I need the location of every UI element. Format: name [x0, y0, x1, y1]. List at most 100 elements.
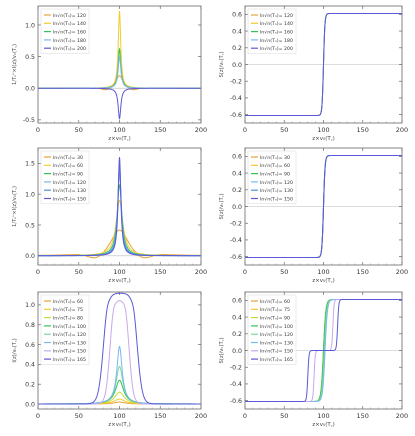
legend-label: ln√n(Tₙ)= 150 [53, 349, 86, 355]
legend-label: ln√n(Tₙ)= 120 [260, 13, 293, 19]
x-axis-label: z×v₀(T꜀) [312, 422, 335, 428]
panel-top-left: 0 50 100 150 200 -0.5 0.0 0.5 1.0 z×v₀(T꜀) 1/Tₙᵘ×I… [12, 5, 207, 142]
legend: ln√n(Tₙ)= 30 ln√n(Tₙ)= 60 ln√n(Tₙ)= 90 ln√n… [247, 150, 297, 205]
legend-label: ln√n(Tₙ)= 100 [260, 324, 293, 330]
legend-box [40, 294, 90, 365]
y-tick-label: 0.0 [232, 62, 242, 69]
legend-label: ln√n(Tₙ)= 30 [260, 155, 290, 161]
legend: ln√n(Tₙ)= 30 ln√n(Tₙ)= 60 ln√n(Tₙ)= 90 ln√n… [40, 150, 90, 205]
y-tick-label: -0.2 [230, 365, 242, 372]
legend-label: ln√n(Tₙ)= 120 [260, 180, 293, 186]
y-tick-label: 0.4 [232, 314, 242, 321]
panel-top-right: 0 50 100 150 200 -0.6 -0.4 -0.2 0.0 0.2 0.4 0.6 z×v₀… [219, 5, 408, 142]
y-axis-label: 1/Tₙᵘ×I(z)/v₀(T꜀) [12, 186, 18, 227]
y-tick-label: 0.0 [232, 204, 242, 211]
panel-middle-right: 0 50 100 150 200 -0.6 -0.4 -0.2 0.0 0.2 0.4 0.6 z×v₀… [219, 147, 408, 284]
x-tick-label: 150 [357, 126, 369, 134]
legend: ln√n(Tₙ)= 60 ln√n(Tₙ)= 75 ln√n(Tₙ)= 90 ln√n… [247, 294, 297, 365]
legend: ln√n(Tₙ)= 120 ln√n(Tₙ)= 140 ln√n(Tₙ)= 160 l… [247, 8, 297, 54]
y-tick-label: 0.6 [232, 154, 242, 161]
legend-label: ln√n(Tₙ)= 150 [260, 349, 293, 355]
legend-label: ln√n(Tₙ)= 90 [260, 316, 290, 322]
x-axis-label: z×v₀(T꜀) [312, 136, 335, 142]
x-axis-label: z×v₀(T꜀) [312, 278, 335, 284]
series-group [245, 299, 402, 402]
series-line [245, 13, 402, 116]
y-tick-label: -0.4 [230, 237, 242, 244]
legend-label: ln√n(Tₙ)= 90 [260, 172, 290, 178]
y-tick-label: 0.6 [25, 342, 35, 349]
y-tick-label: -0.4 [230, 381, 242, 388]
x-tick-label: 50 [280, 412, 288, 420]
legend-label: ln√n(Tₙ)= 160 [260, 30, 293, 36]
x-tick-label: 150 [154, 412, 166, 420]
y-tick-label: -0.6 [230, 112, 242, 119]
y-tick-label: 0.2 [232, 187, 242, 194]
series-line [38, 75, 201, 91]
legend-label: ln√n(Tₙ)= 150 [260, 196, 293, 202]
series-group [245, 155, 402, 258]
x-tick-label: 200 [396, 126, 408, 134]
legend-label: ln√n(Tₙ)= 200 [53, 46, 86, 52]
legend: ln√n(Tₙ)= 120 ln√n(Tₙ)= 140 ln√n(Tₙ)= 160 l… [40, 8, 90, 54]
panel-bottom-right: 0 50 100 150 200 -0.6 -0.4 -0.2 0.0 0.2 0.4 0.6 z×v₀… [219, 291, 408, 428]
legend-label: ln√n(Tₙ)= 140 [53, 21, 86, 27]
y-tick-label: 1.0 [25, 302, 35, 309]
legend: ln√n(Tₙ)= 60 ln√n(Tₙ)= 75 ln√n(Tₙ)= 80 ln√n… [40, 294, 90, 365]
x-tick-label: 200 [195, 412, 207, 420]
legend-label: ln√n(Tₙ)= 140 [260, 21, 293, 27]
x-tick-label: 0 [36, 268, 40, 276]
y-tick-label: -0.6 [230, 254, 242, 261]
x-tick-label: 100 [113, 268, 125, 276]
x-tick-label: 200 [396, 412, 408, 420]
x-tick-label: 200 [195, 268, 207, 276]
legend-box [247, 294, 297, 365]
legend-label: ln√n(Tₙ)= 120 [260, 332, 293, 338]
y-tick-label: -0.2 [230, 221, 242, 228]
x-tick-label: 0 [243, 268, 247, 276]
x-tick-label: 150 [154, 126, 166, 134]
panel-middle-left: 0 50 100 150 200 0.0 0.5 1.0 1.5 z×v₀(T꜀) 1/Tₙᵘ×I(… [12, 147, 207, 284]
series-group [38, 157, 201, 259]
series-line [38, 87, 201, 120]
y-tick-label: 0.8 [25, 322, 35, 329]
legend-box [247, 150, 297, 205]
y-tick-label: 0.4 [25, 362, 35, 369]
series-line [38, 292, 201, 405]
legend-label: ln√n(Tₙ)= 150 [53, 196, 86, 202]
legend-label: ln√n(Tₙ)= 60 [260, 163, 290, 169]
legend-label: ln√n(Tₙ)= 120 [53, 13, 86, 19]
series-line [38, 55, 201, 89]
series-line [38, 47, 201, 89]
x-tick-label: 50 [75, 126, 83, 134]
x-tick-label: 200 [396, 268, 408, 276]
y-tick-label: 0.6 [232, 298, 242, 305]
y-tick-label: 0.6 [232, 12, 242, 19]
x-tick-label: 100 [113, 412, 125, 420]
legend-label: ln√n(Tₙ)= 120 [53, 332, 86, 338]
x-axis-label: z×v₀(T꜀) [108, 422, 131, 428]
legend-label: ln√n(Tₙ)= 130 [260, 340, 293, 346]
legend-label: ln√n(Tₙ)= 90 [53, 172, 83, 178]
y-tick-label: 0.2 [25, 382, 35, 389]
x-tick-label: 0 [36, 126, 40, 134]
legend-label: ln√n(Tₙ)= 165 [260, 357, 293, 363]
x-axis-label: z×v₀(T꜀) [108, 278, 131, 284]
x-tick-label: 100 [317, 126, 329, 134]
series-line [38, 157, 201, 257]
x-tick-label: 150 [357, 412, 369, 420]
series-line [245, 299, 402, 402]
x-tick-label: 150 [357, 268, 369, 276]
x-tick-label: 150 [154, 268, 166, 276]
y-tick-label: 0.0 [232, 348, 242, 355]
y-tick-label: 0.0 [25, 253, 35, 260]
panel-bottom-left: 0 50 100 150 200 0.0 0.2 0.4 0.6 0.8 1.0 z×v₀(T꜀) I(… [12, 291, 207, 428]
y-tick-label: 1.0 [25, 22, 35, 29]
series-group [38, 292, 201, 405]
y-tick-label: -0.2 [230, 79, 242, 86]
y-tick-label: 0.2 [232, 45, 242, 52]
y-axis-label: S(z)/v₀(T꜀) [219, 194, 225, 220]
legend-label: ln√n(Tₙ)= 200 [260, 46, 293, 52]
x-tick-label: 50 [75, 412, 83, 420]
x-tick-label: 100 [317, 268, 329, 276]
